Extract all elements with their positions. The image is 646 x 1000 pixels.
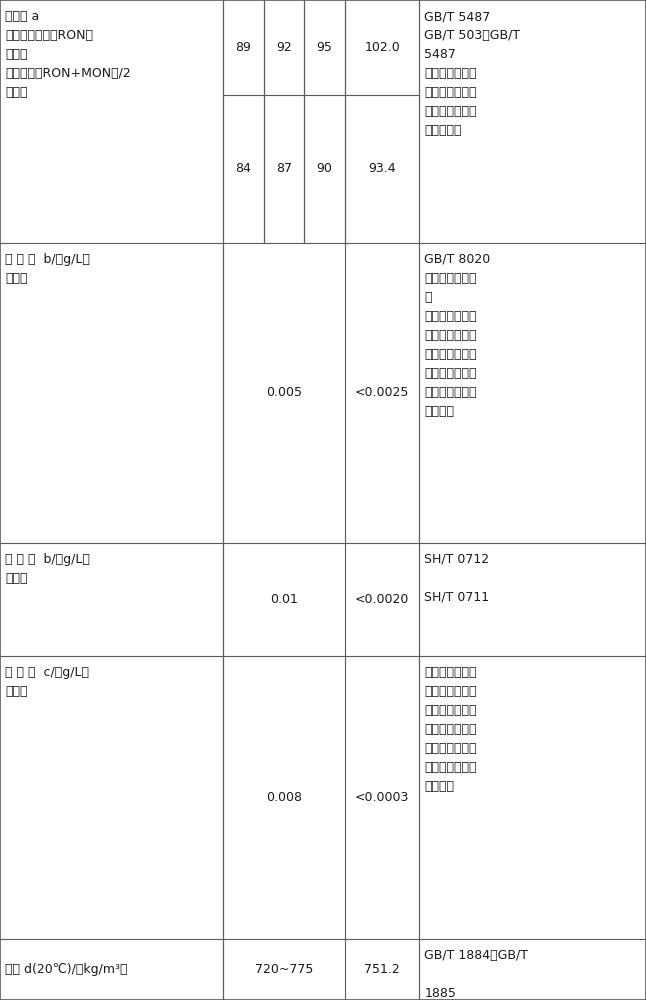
Text: <0.0025: <0.0025 (355, 386, 410, 399)
Text: 密度 d(20℃)/（kg/m³）: 密度 d(20℃)/（kg/m³） (5, 963, 128, 976)
Text: 0.005: 0.005 (266, 386, 302, 399)
Text: 92: 92 (276, 41, 292, 54)
Text: 铁、锰可以提高
抗爆指数，其燃
烧形成金属氧化
物堵塞火花塞、
气门杆、三元催
化剂。其含量越
少越好。: 铁、锰可以提高 抗爆指数，其燃 烧形成金属氧化 物堵塞火花塞、 气门杆、三元催 … (424, 666, 477, 793)
Text: GB/T 5487
GB/T 503、GB/T
5487
辛烷值越高其抗
爆性越好，动力
性越强，反之动
力性越弱。: GB/T 5487 GB/T 503、GB/T 5487 辛烷值越高其抗 爆性越… (424, 10, 521, 137)
Text: 102.0: 102.0 (364, 41, 400, 54)
Text: 89: 89 (235, 41, 251, 54)
Text: 0.008: 0.008 (266, 791, 302, 804)
Text: 90: 90 (317, 162, 333, 175)
Text: 720~775: 720~775 (255, 963, 313, 976)
Text: GB/T 8020
其可以提高抗爆
性
油品中铅燃烧后
会产生一氧化铅
和固体铅，造成
人员中毒和零件
磨损，铅含量越
低越好。: GB/T 8020 其可以提高抗爆 性 油品中铅燃烧后 会产生一氧化铅 和固体铅… (424, 253, 491, 418)
Text: <0.0020: <0.0020 (355, 593, 410, 606)
Text: 84: 84 (235, 162, 251, 175)
Text: 93.4: 93.4 (368, 162, 396, 175)
Text: 锰 含 量  c/（g/L）
不大于: 锰 含 量 c/（g/L） 不大于 (5, 666, 89, 698)
Text: GB/T 1884、GB/T

1885: GB/T 1884、GB/T 1885 (424, 949, 528, 1000)
Text: 87: 87 (276, 162, 292, 175)
Text: 751.2: 751.2 (364, 963, 400, 976)
Text: 抗爆性 a
研究法辛烷值（RON）
不小于
抗爆指数（RON+MON）/2
不小于: 抗爆性 a 研究法辛烷值（RON） 不小于 抗爆指数（RON+MON）/2 不小… (5, 10, 131, 99)
Text: 0.01: 0.01 (270, 593, 298, 606)
Text: <0.0003: <0.0003 (355, 791, 410, 804)
Text: 95: 95 (317, 41, 333, 54)
Text: SH/T 0712

SH/T 0711: SH/T 0712 SH/T 0711 (424, 553, 490, 604)
Text: 铁 含 量  b/（g/L）
不大于: 铁 含 量 b/（g/L） 不大于 (5, 553, 90, 585)
Text: 铅 含 量  b/（g/L）
不大于: 铅 含 量 b/（g/L） 不大于 (5, 253, 90, 285)
